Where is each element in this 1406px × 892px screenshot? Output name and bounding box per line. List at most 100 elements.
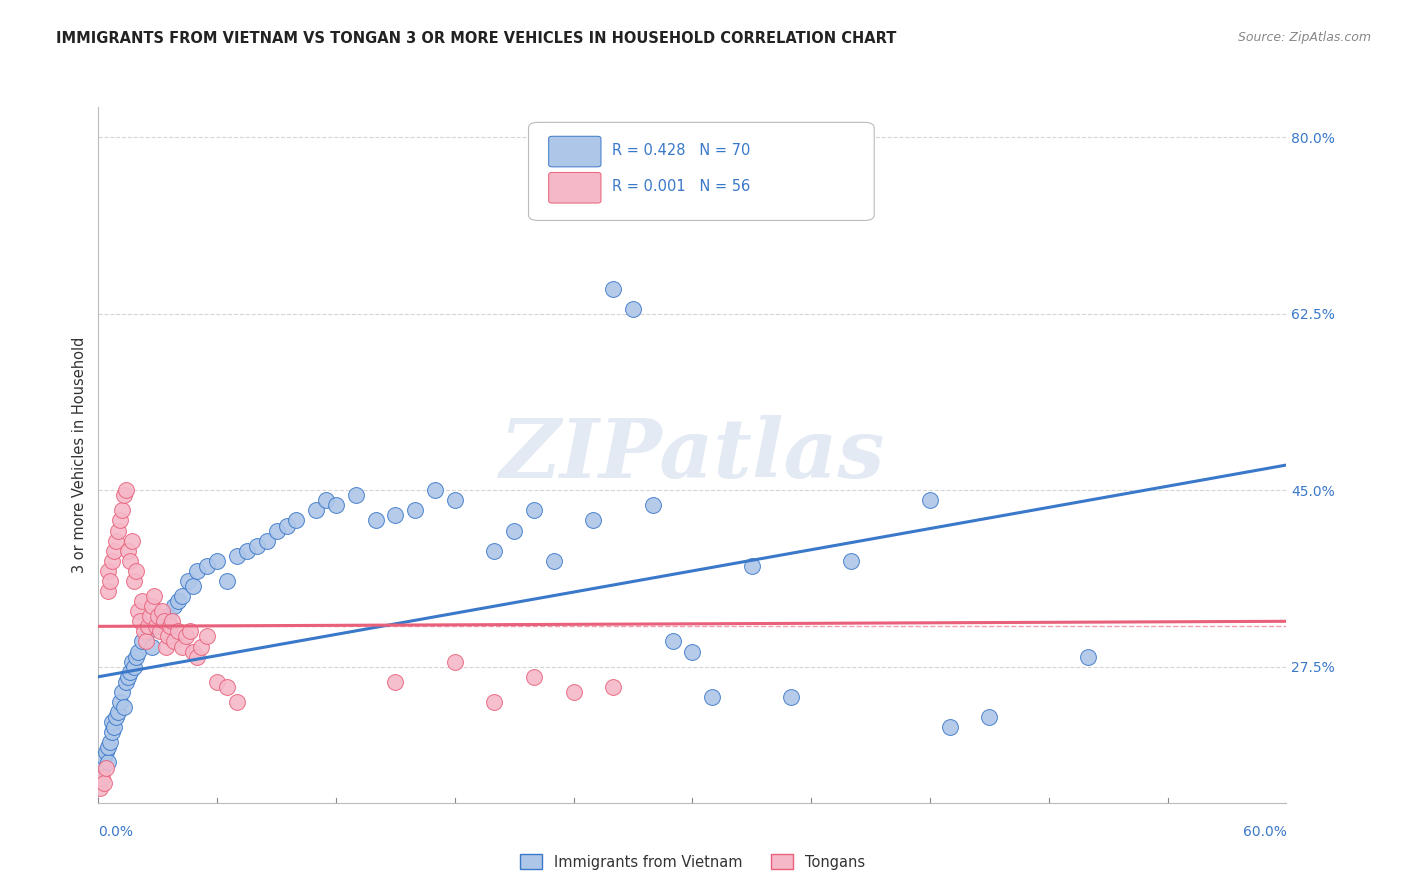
Point [166,594,188,608]
Point [176,574,198,588]
Point [103,543,125,558]
Point [156,609,179,624]
Text: R = 0.428   N = 70: R = 0.428 N = 70 [612,143,749,158]
Point [163,599,186,614]
Point [97,756,120,770]
Point [121,655,143,669]
Point [91,771,114,785]
Point [702,690,724,704]
Point [98,735,121,749]
Point [139,609,162,624]
Point [111,685,134,699]
Point [120,665,142,679]
Point [142,589,165,603]
Point [523,503,546,517]
Point [661,634,683,648]
Point [186,649,208,664]
Point [444,493,467,508]
Point [484,543,506,558]
FancyBboxPatch shape [548,172,600,203]
Point [920,493,942,508]
Point [111,503,134,517]
Point [741,558,763,573]
Point [108,513,131,527]
Point [132,624,155,639]
Point [325,499,347,513]
Text: ZIPatlas: ZIPatlas [499,415,886,495]
Point [543,554,565,568]
Point [602,281,624,295]
Point [105,710,128,724]
Point [101,554,124,568]
Point [780,690,803,704]
Point [97,584,120,599]
Text: 0.0%: 0.0% [98,825,134,839]
Point [226,695,249,709]
FancyBboxPatch shape [548,136,600,167]
Point [115,674,138,689]
Point [163,634,186,648]
Point [120,554,142,568]
Point [364,513,387,527]
Point [97,564,120,578]
Point [89,780,111,795]
Legend: Immigrants from Vietnam, Tongans: Immigrants from Vietnam, Tongans [515,848,870,876]
Point [96,745,118,759]
Point [207,674,229,689]
Point [117,543,139,558]
Point [582,513,605,527]
Point [122,574,145,588]
Point [266,524,288,538]
Point [207,554,229,568]
Point [93,750,115,764]
Point [384,674,406,689]
Y-axis label: 3 or more Vehicles in Household: 3 or more Vehicles in Household [72,337,87,573]
Point [115,483,138,498]
Point [160,615,183,629]
Point [503,524,526,538]
Point [170,640,193,654]
Point [183,579,205,593]
Point [195,629,218,643]
Point [121,533,143,548]
Point [108,695,131,709]
Point [135,634,157,648]
Point [166,624,188,639]
Point [562,685,585,699]
Point [1077,649,1099,664]
Point [285,513,308,527]
Point [146,609,169,624]
Point [152,615,174,629]
Point [236,543,259,558]
Point [939,720,962,734]
Point [190,640,212,654]
Point [91,760,114,774]
Point [315,493,337,508]
Point [107,705,129,719]
Point [112,488,135,502]
Point [149,624,172,639]
Point [256,533,278,548]
Point [226,549,249,563]
Point [112,700,135,714]
Point [246,539,269,553]
Point [839,554,862,568]
Point [423,483,446,498]
Point [93,775,115,789]
Point [384,508,406,523]
Point [127,644,149,658]
FancyBboxPatch shape [529,122,875,220]
Point [105,533,128,548]
Point [125,649,148,664]
Point [145,619,167,633]
Point [97,740,120,755]
Point [101,725,124,739]
Text: R = 0.001   N = 56: R = 0.001 N = 56 [612,179,749,194]
Point [96,760,118,774]
Point [131,634,153,648]
Point [141,640,163,654]
Point [159,619,181,633]
Point [156,629,179,643]
Point [155,640,177,654]
Point [131,594,153,608]
